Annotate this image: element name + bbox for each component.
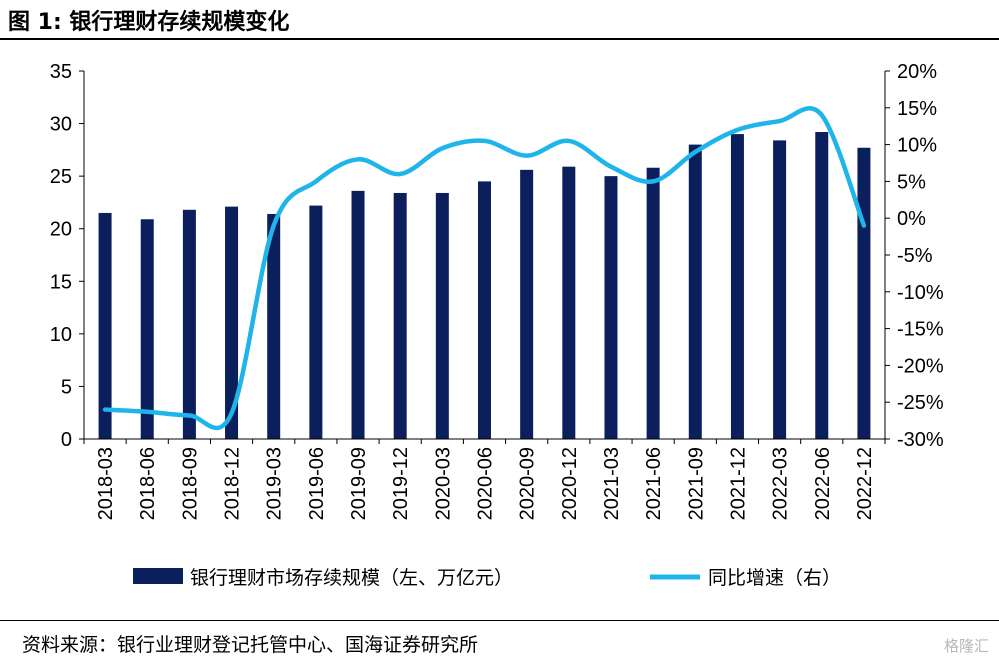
x-axis: 2018-03 2018-06 2018-09 2018-12 2019-03 2019-… [83,438,886,520]
x-tick-label: 2021-12 [727,447,749,520]
x-tick-label: 2020-03 [432,447,454,520]
left-tick-label: 35 [50,61,72,83]
bar [267,213,281,439]
bar [225,206,239,439]
x-tick-label: 2019-03 [264,447,286,520]
left-axis: 0 5 10 15 20 25 30 35 [50,61,85,451]
right-tick-label: -15% [897,319,944,341]
x-tick-label: 2018-03 [95,447,117,520]
source-rule [0,620,999,621]
right-tick-label: 20% [897,61,937,83]
right-tick-label: 15% [897,98,937,120]
figure-title: 图 1: 银行理财存续规模变化 [8,10,290,35]
x-tick-label: 2019-06 [306,447,328,520]
left-tick-label: 10 [50,324,72,346]
source-note: 资料来源：银行业理财登记托管中心、国海证券研究所 [22,634,479,656]
legend: 银行理财市场存续规模（左、万亿元） 同比增速（右） [133,567,841,589]
right-tick-label: 5% [897,171,926,193]
right-tick-label: -25% [897,392,944,414]
legend-bar-label: 银行理财市场存续规模（左、万亿元） [190,567,513,589]
x-tick-label: 2021-03 [601,447,623,520]
bar [730,134,744,440]
x-tick-label: 2021-09 [685,447,707,520]
x-tick-label: 2020-09 [517,447,539,520]
bar [351,190,365,439]
bar [773,140,787,439]
left-tick-label: 15 [50,271,72,293]
bar [393,192,407,439]
bar [140,219,154,439]
bar [520,169,534,439]
bar-series [98,131,871,440]
x-tick-label: 2018-06 [137,447,159,520]
x-tick-label: 2022-03 [770,447,792,520]
x-tick-label: 2018-12 [222,447,244,520]
title-rule [0,38,999,40]
x-tick-label: 2020-06 [475,447,497,520]
right-tick-label: 0% [897,208,926,230]
line-series [102,106,867,431]
chart: 0 5 10 15 20 25 30 35 -30% -25% -20% -15% -10% -5% 0%… [50,61,944,589]
bar [604,176,618,439]
left-tick-label: 20 [50,219,72,241]
x-tick-label: 2019-09 [348,447,370,520]
x-tick-label: 2021-06 [643,447,665,520]
bar [562,166,576,439]
left-tick-label: 30 [50,114,72,136]
legend-line-label: 同比增速（右） [708,567,841,589]
x-tick-label: 2022-12 [854,447,876,520]
bar [435,192,449,439]
x-tick-label: 2018-09 [179,447,201,520]
bar [309,205,323,439]
bar [182,209,196,439]
left-tick-label: 0 [61,429,72,451]
right-tick-label: -30% [897,429,944,451]
bar [646,167,660,439]
legend-bar-swatch [133,568,183,584]
x-tick-label: 2019-12 [390,447,412,520]
bar [688,144,702,439]
right-tick-label: 10% [897,135,937,157]
bar [478,181,491,439]
right-tick-label: -5% [897,245,933,267]
right-axis: -30% -25% -20% -15% -10% -5% 0% 5% 10% 15% 20% [884,61,944,451]
right-tick-label: -10% [897,282,944,304]
right-tick-label: -20% [897,355,944,377]
x-tick-label: 2022-06 [812,447,834,520]
left-tick-label: 5 [61,376,72,398]
bar [98,212,112,439]
watermark-logo: 格隆汇 [943,637,989,655]
bar [857,147,871,440]
left-tick-label: 25 [50,166,72,188]
bar [815,131,829,440]
x-tick-label: 2020-12 [559,447,581,520]
